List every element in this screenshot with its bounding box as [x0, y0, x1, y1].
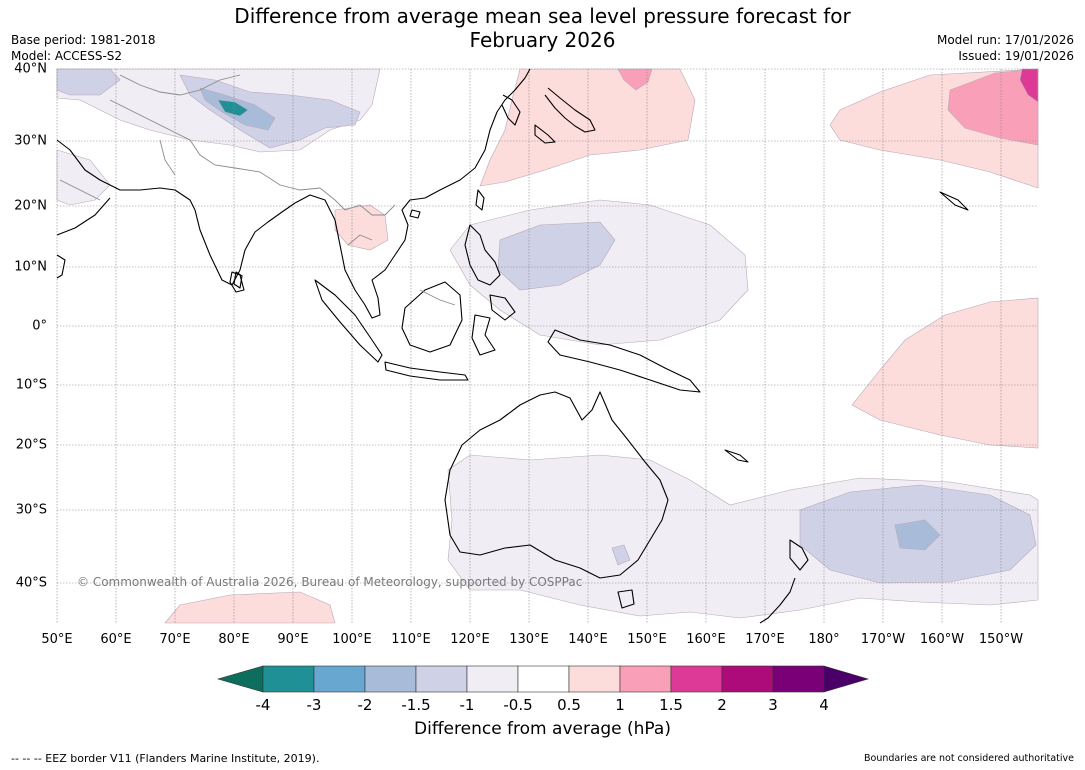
colorbar-tick: 0.5	[557, 696, 581, 714]
colorbar	[216, 665, 870, 693]
colorbar-tick: -0.5	[503, 696, 533, 714]
colorbar-tick: -1.5	[401, 696, 431, 714]
lon-label: 180°	[808, 632, 840, 647]
coastlines	[56, 68, 969, 624]
lon-label: 130°E	[509, 632, 549, 647]
colorbar-bin	[262, 665, 315, 693]
colorbar-bin	[364, 665, 417, 693]
colorbar-bin	[721, 665, 774, 693]
lat-label: 40°S	[15, 575, 47, 591]
issued-date: Issued: 19/01/2026	[958, 49, 1074, 63]
anomaly-ne-pacific-stronger	[947, 68, 1039, 146]
title-line-1: Difference from average mean sea level p…	[234, 4, 851, 28]
colorbar-tick: -4	[255, 696, 271, 714]
lon-label: 100°E	[332, 632, 372, 647]
boundaries-disclaimer: Boundaries are not considered authoritat…	[864, 753, 1074, 764]
lon-label: 170°W	[860, 632, 906, 647]
colorbar-tick: -2	[357, 696, 373, 714]
colorbar-bin	[568, 665, 621, 693]
lon-label: 80°E	[218, 632, 250, 647]
metadata-left: Base period: 1981-2018 Model: ACCESS-S2	[11, 32, 156, 64]
lon-label: 170°E	[745, 632, 785, 647]
graticule	[56, 68, 1038, 623]
colorbar-tick: 1.5	[659, 696, 683, 714]
anomaly-spacific-stronger	[894, 519, 941, 551]
lat-label: 30°N	[14, 133, 47, 149]
lat-label: 10°N	[14, 259, 47, 275]
anomaly-nw-weak-negative-2	[56, 149, 111, 206]
eez-footnote: -- -- -- EEZ border V11 (Flanders Marine…	[11, 752, 320, 765]
colorbar-bin	[466, 665, 519, 693]
colorbar-tick: 3	[768, 696, 778, 714]
colorbar-tick: -1	[459, 696, 475, 714]
colorbar-max-arrow	[823, 665, 870, 693]
anomaly-japan-positive	[479, 68, 696, 187]
colorbar-tick: -3	[306, 696, 322, 714]
colorbar-bin	[517, 665, 570, 693]
colorbar-tick: 4	[819, 696, 829, 714]
model-name: Model: ACCESS-S2	[11, 49, 123, 63]
metadata-right: Model run: 17/01/2026 Issued: 19/01/2026	[937, 32, 1074, 64]
anomaly-se-australia	[611, 544, 631, 566]
lon-label: 160°E	[686, 632, 726, 647]
lon-label: 50°E	[41, 632, 73, 647]
lat-label: 40°N	[14, 61, 47, 77]
lat-label: 0°	[32, 318, 47, 334]
lon-label: 160°W	[919, 632, 965, 647]
colorbar-tick: 1	[615, 696, 625, 714]
colorbar-min-arrow	[216, 665, 264, 693]
anomaly-wpacific-moderate	[497, 221, 616, 291]
colorbar-tick: 2	[717, 696, 727, 714]
anomaly-cpacific-positive	[851, 297, 1039, 449]
lon-label: 150°W	[978, 632, 1024, 647]
colorbar-bin	[313, 665, 366, 693]
lon-label: 70°E	[159, 632, 191, 647]
base-period: Base period: 1981-2018	[11, 33, 156, 47]
lat-label: 20°N	[14, 198, 47, 214]
title-line-2: February 2026	[469, 28, 616, 52]
colorbar-bin	[415, 665, 468, 693]
lat-label: 10°S	[15, 377, 47, 393]
colorbar-title: Difference from average (hPa)	[414, 719, 671, 739]
country-borders	[59, 74, 456, 306]
anomaly-himalaya-moderate	[179, 74, 361, 149]
lon-label: 90°E	[277, 632, 309, 647]
lon-label: 140°E	[568, 632, 608, 647]
lat-label: 20°S	[15, 437, 47, 453]
lat-label: 30°S	[15, 502, 47, 518]
lon-label: 60°E	[100, 632, 132, 647]
colorbar-bin	[772, 665, 825, 693]
chart-title: Difference from average mean sea level p…	[0, 4, 1085, 52]
model-run: Model run: 17/01/2026	[936, 33, 1074, 47]
anomaly-himalaya-strongest	[217, 99, 249, 117]
lon-label: 150°E	[627, 632, 667, 647]
lon-label: 110°E	[391, 632, 431, 647]
lon-label: 120°E	[450, 632, 490, 647]
colorbar-bin	[619, 665, 672, 693]
colorbar-bin	[670, 665, 723, 693]
copyright-notice: © Commonwealth of Australia 2026, Bureau…	[77, 575, 583, 589]
anomaly-fields	[56, 68, 1039, 624]
anomaly-sindian-positive	[164, 591, 336, 624]
